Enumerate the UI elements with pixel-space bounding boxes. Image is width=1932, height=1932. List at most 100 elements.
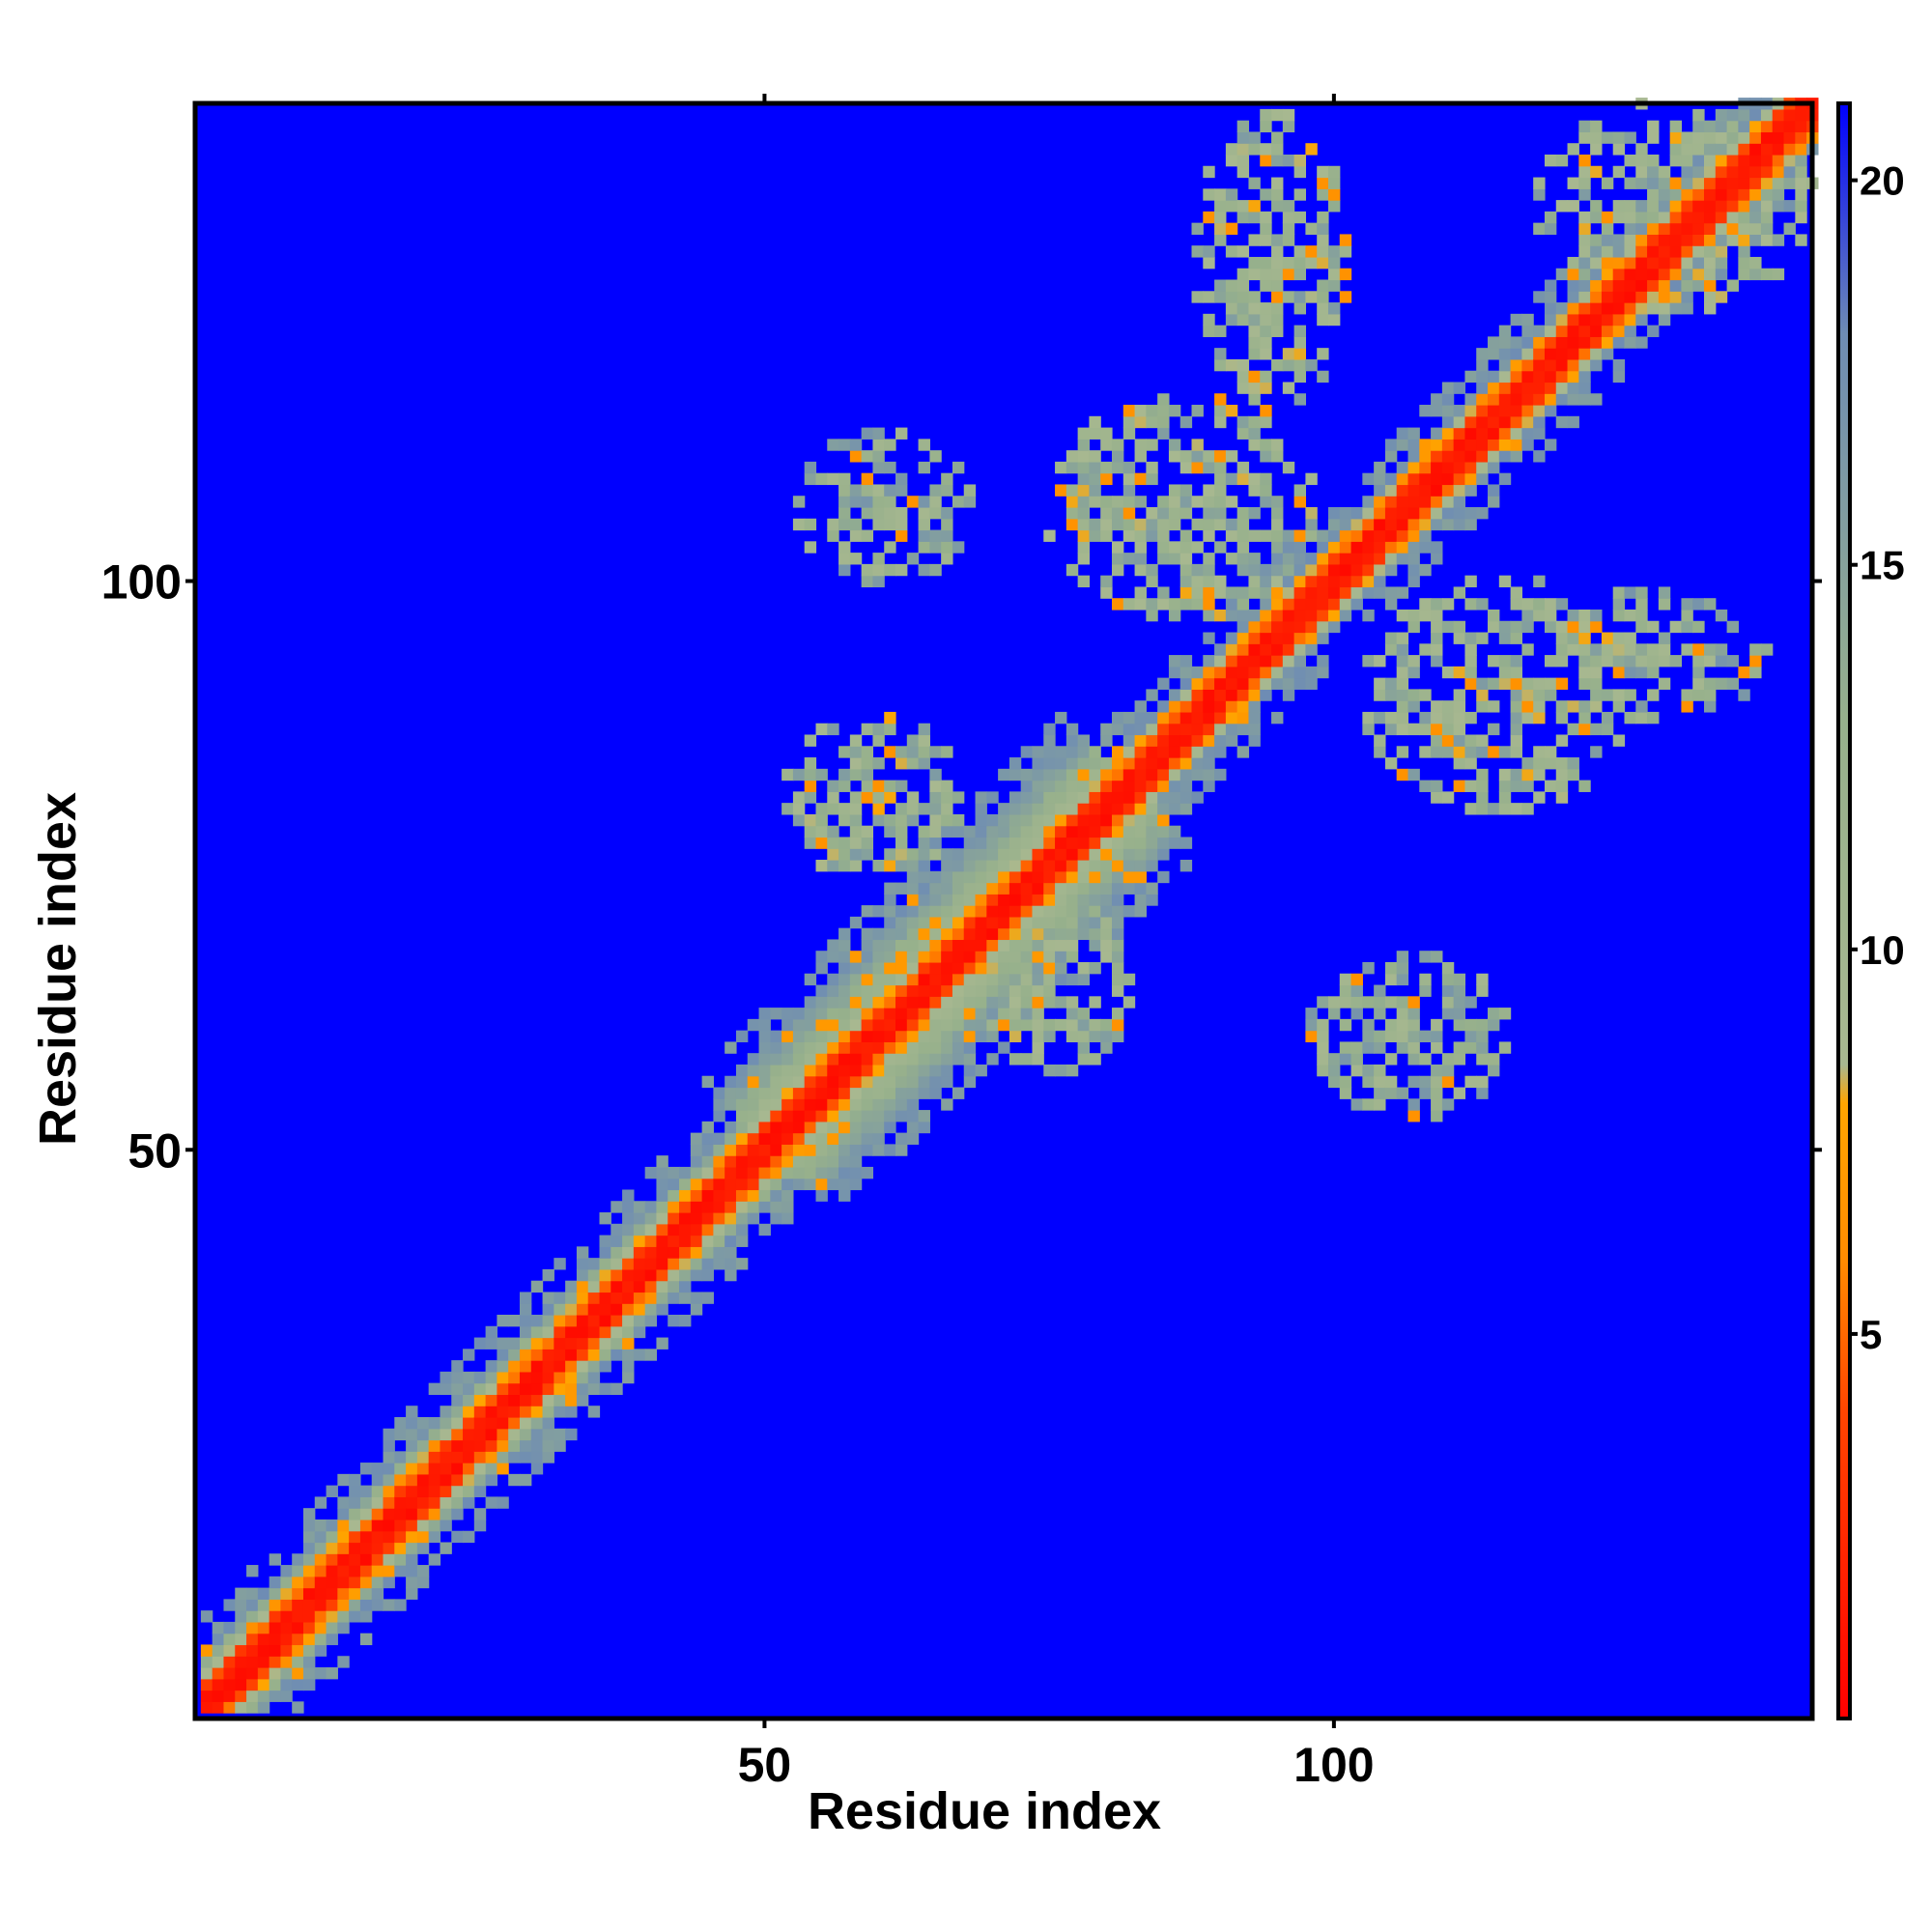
heatmap-cell <box>1260 529 1272 542</box>
heatmap-cell <box>1122 791 1136 804</box>
heatmap-cell <box>929 984 942 997</box>
heatmap-cell <box>1203 711 1215 724</box>
heatmap-cell <box>861 1087 874 1099</box>
heatmap-cell <box>1783 131 1796 144</box>
heatmap-cell <box>1374 484 1386 497</box>
heatmap-cell <box>1624 655 1636 668</box>
heatmap-cell <box>815 472 828 486</box>
heatmap-cell <box>1521 757 1534 770</box>
heatmap-cell <box>679 1258 692 1270</box>
heatmap-cell <box>485 1439 497 1452</box>
heatmap-cell <box>1612 234 1626 246</box>
heatmap-cell <box>1271 234 1284 246</box>
heatmap-cell <box>1214 358 1227 372</box>
heatmap-cell <box>565 1325 578 1339</box>
heatmap-cell <box>485 1360 497 1373</box>
heatmap-cell <box>1236 165 1250 179</box>
heatmap-cell <box>1134 757 1147 770</box>
heatmap-cell <box>1612 245 1626 258</box>
heatmap-cell <box>1271 268 1284 281</box>
heatmap-cell <box>1236 689 1250 701</box>
heatmap-cell <box>941 803 953 815</box>
heatmap-cell <box>1738 154 1750 167</box>
heatmap-cell <box>1384 541 1398 554</box>
heatmap-cell <box>1100 529 1113 542</box>
heatmap-cell <box>463 1463 475 1475</box>
heatmap-cell <box>1578 620 1591 634</box>
heatmap-cell <box>1521 370 1534 384</box>
heatmap-cell <box>473 1371 487 1384</box>
heatmap-cell <box>1396 586 1409 599</box>
heatmap-cell <box>998 984 1010 997</box>
heatmap-cell <box>895 803 908 815</box>
heatmap-cell <box>1043 882 1056 895</box>
heatmap-cell <box>1601 643 1614 656</box>
heatmap-cell <box>1009 791 1022 804</box>
heatmap-cell <box>1317 222 1329 235</box>
heatmap-cell <box>1624 302 1636 315</box>
heatmap-cell <box>998 813 1010 827</box>
heatmap-cell <box>1749 120 1762 133</box>
heatmap-cell <box>1749 131 1762 144</box>
heatmap-cell <box>849 916 863 929</box>
heatmap-cell <box>1624 211 1636 224</box>
heatmap-cell <box>918 1018 930 1032</box>
heatmap-cell <box>1567 609 1579 622</box>
heatmap-cell <box>747 1053 760 1065</box>
heatmap-cell <box>1191 405 1204 417</box>
heatmap-cell <box>838 1098 851 1111</box>
heatmap-cell <box>827 1166 839 1179</box>
heatmap-cell <box>758 1041 771 1054</box>
heatmap-cell <box>952 1030 965 1042</box>
heatmap-cell <box>918 541 930 554</box>
heatmap-cell <box>1464 507 1477 520</box>
heatmap-cell <box>1488 427 1500 440</box>
heatmap-cell <box>599 1382 611 1396</box>
heatmap-cell <box>542 1394 554 1406</box>
heatmap-cell <box>1089 1018 1101 1032</box>
heatmap-cell <box>1612 336 1626 349</box>
heatmap-cell <box>1179 598 1193 611</box>
heatmap-cell <box>1384 553 1398 565</box>
heatmap-cell <box>1544 689 1557 701</box>
heatmap-cell <box>1293 496 1306 508</box>
heatmap-cell <box>1271 609 1284 622</box>
heatmap-cell <box>884 1098 896 1111</box>
heatmap-cell <box>1396 472 1409 486</box>
heatmap-cell <box>1122 882 1136 895</box>
heatmap-cell <box>1407 996 1420 1009</box>
heatmap-cell <box>1327 165 1341 179</box>
heatmap-cell <box>1578 370 1591 384</box>
heatmap-cell <box>302 1530 316 1544</box>
heatmap-cell <box>1384 507 1398 520</box>
heatmap-cell <box>1567 700 1579 713</box>
heatmap-cell <box>1464 996 1477 1009</box>
heatmap-cell <box>1453 1008 1466 1020</box>
heatmap-cell <box>554 1303 566 1316</box>
heatmap-cell <box>1544 757 1557 770</box>
heatmap-cell <box>735 1201 749 1213</box>
heatmap-cell <box>929 1008 942 1020</box>
heatmap-cell <box>986 894 999 906</box>
heatmap-cell <box>1065 734 1079 747</box>
heatmap-cell <box>1374 1041 1386 1054</box>
heatmap-cell <box>463 1530 475 1544</box>
heatmap-cell <box>542 1382 554 1396</box>
heatmap-cell <box>1555 302 1569 315</box>
heatmap-cell <box>1168 598 1181 611</box>
heatmap-cell <box>1122 427 1136 440</box>
heatmap-cell <box>508 1451 521 1463</box>
heatmap-cell <box>1305 358 1318 372</box>
heatmap-cell <box>963 870 977 884</box>
heatmap-cell <box>1214 461 1227 474</box>
heatmap-cell <box>1179 541 1193 554</box>
heatmap-cell <box>1089 518 1101 531</box>
heatmap-cell <box>1089 1053 1101 1065</box>
heatmap-cell <box>269 1621 282 1634</box>
heatmap-cell <box>1384 1075 1398 1089</box>
heatmap-cell <box>1225 689 1238 701</box>
heatmap-cell <box>1681 245 1693 258</box>
heatmap-cell <box>314 1542 327 1554</box>
heatmap-cell <box>827 1018 839 1032</box>
heatmap-cell <box>1658 279 1671 292</box>
